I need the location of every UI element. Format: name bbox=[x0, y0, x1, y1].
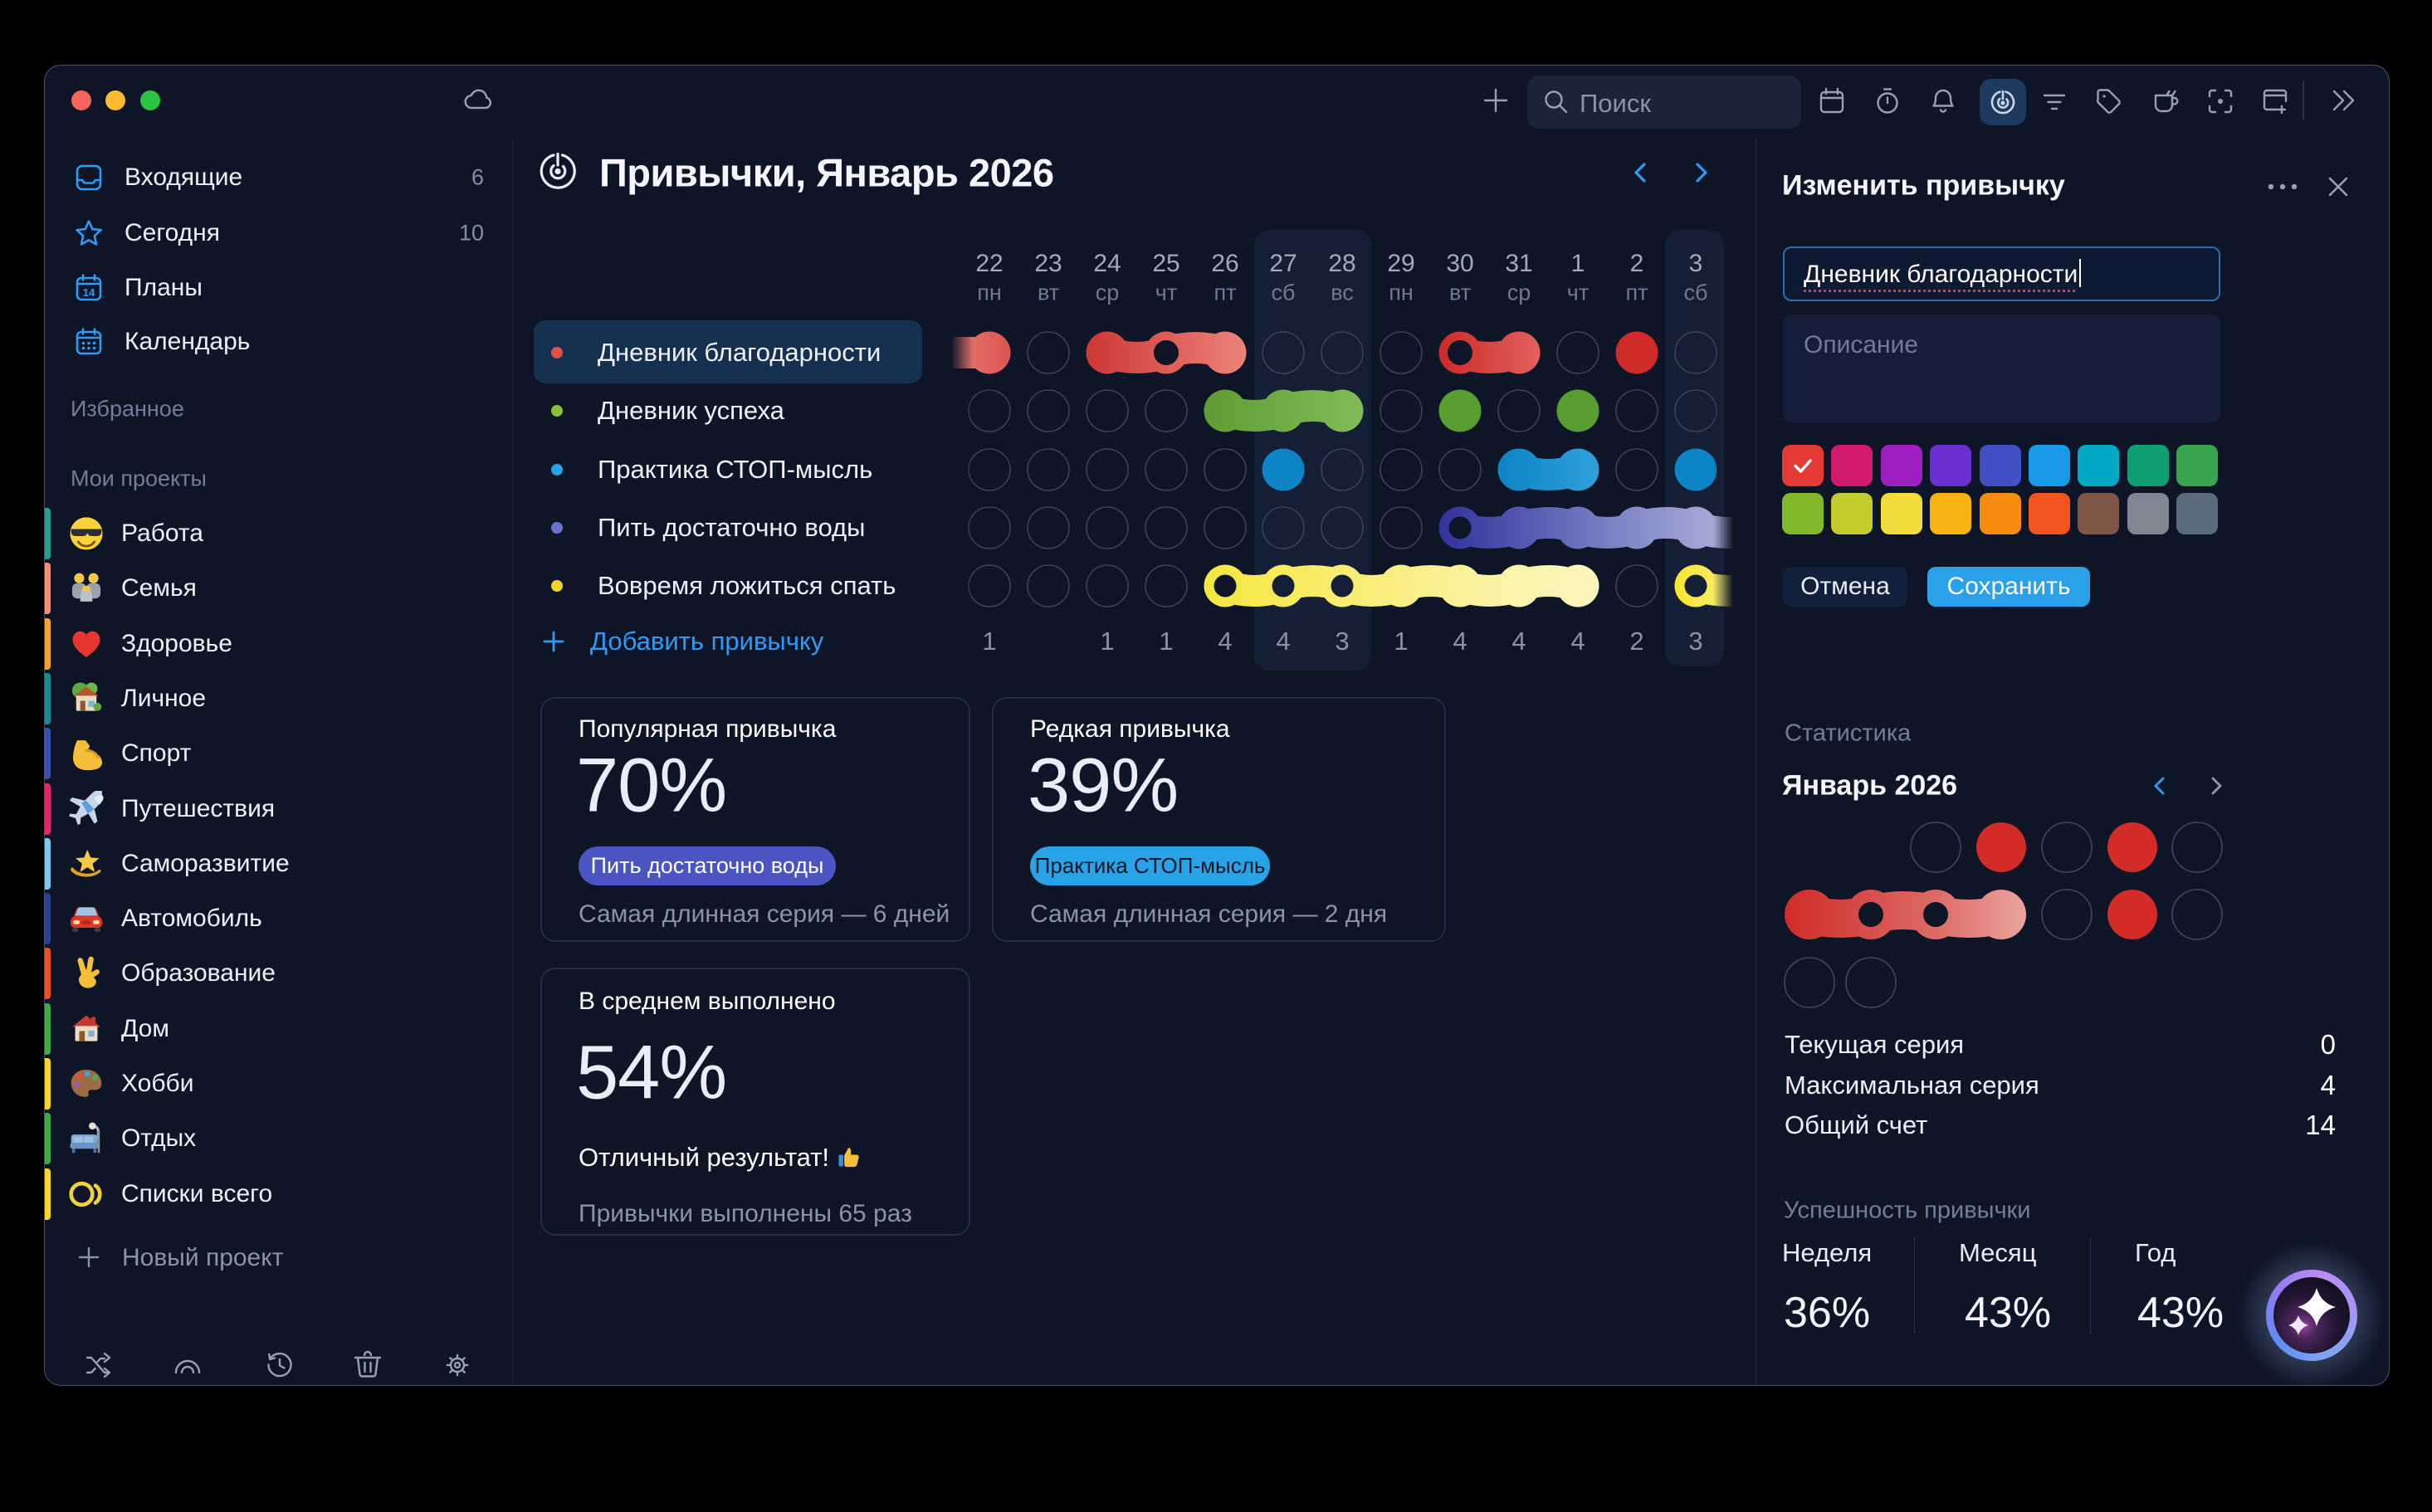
svg-text:14: 14 bbox=[83, 286, 95, 299]
